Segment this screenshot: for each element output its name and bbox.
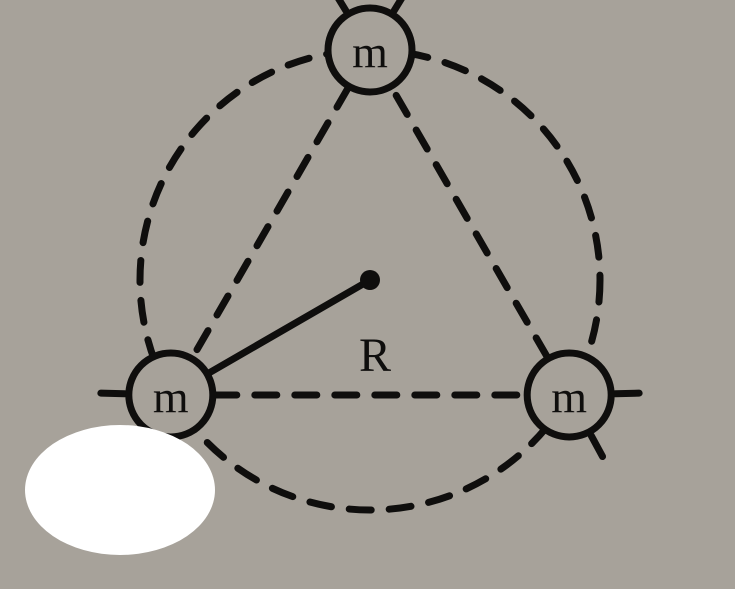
mass-label: m — [153, 372, 189, 423]
mass-label: m — [352, 27, 388, 78]
white-patch — [25, 425, 215, 555]
node-tick — [101, 393, 125, 394]
mass-label: m — [551, 372, 587, 423]
diagram-canvas: Rm m m — [0, 0, 735, 589]
center-point — [360, 270, 380, 290]
diagram-svg: Rm m m — [0, 0, 735, 589]
node-tick — [615, 393, 639, 394]
radius-label: R — [359, 329, 391, 382]
